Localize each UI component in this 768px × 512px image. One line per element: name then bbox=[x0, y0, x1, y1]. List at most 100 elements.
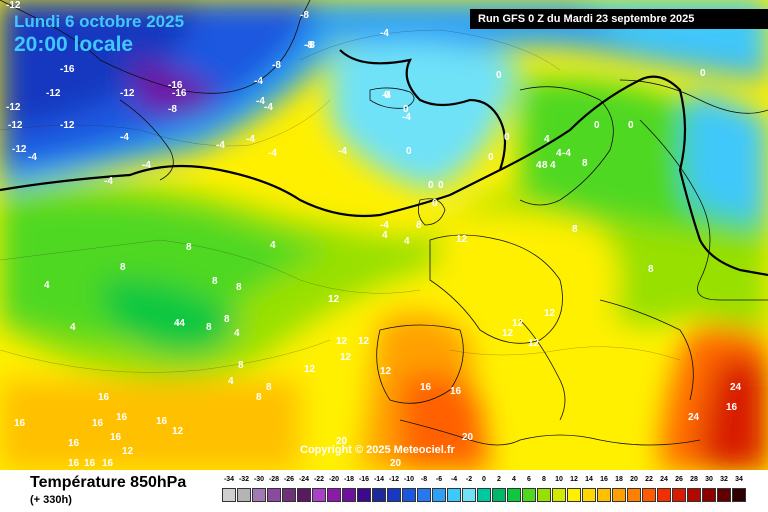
isotherm-label: -8 bbox=[300, 10, 309, 21]
legend-tick: -28 bbox=[268, 476, 280, 483]
isotherm-label: -12 bbox=[8, 120, 23, 131]
isotherm-label: 4 bbox=[556, 148, 562, 159]
isotherm-label: -4 bbox=[104, 176, 113, 187]
legend-swatch bbox=[672, 488, 686, 502]
isotherm-label: 4 bbox=[382, 230, 388, 241]
isotherm-label: 16 bbox=[92, 418, 104, 429]
isotherm-label: -8 bbox=[304, 40, 313, 51]
isotherm-label: -4 bbox=[254, 76, 263, 87]
isotherm-label: 8 bbox=[256, 392, 262, 403]
isotherm-label: -4 bbox=[216, 140, 225, 151]
isotherm-label: -16 bbox=[60, 64, 75, 75]
isotherm-label: 12 bbox=[380, 366, 392, 377]
isotherm-label: 0 bbox=[594, 120, 600, 131]
isotherm-label: 4 bbox=[234, 328, 240, 339]
isotherm-label: 0 bbox=[488, 152, 494, 163]
legend-swatch bbox=[612, 488, 626, 502]
isotherm-label: 4 bbox=[404, 236, 410, 247]
isotherm-label: -8 bbox=[168, 104, 177, 115]
field-hot-iberia bbox=[400, 373, 490, 470]
isotherm-label: 0 bbox=[432, 198, 438, 209]
legend-tick: 2 bbox=[497, 476, 501, 483]
field-purple-greenland bbox=[130, 60, 220, 114]
isotherm-label: -8 bbox=[306, 40, 315, 51]
isotherm-label: -4 bbox=[246, 134, 255, 145]
legend-swatch bbox=[537, 488, 551, 502]
isotherm-label: 12 bbox=[328, 294, 340, 305]
field-green-mid bbox=[0, 197, 330, 343]
isotherm-label: 8 bbox=[266, 382, 272, 393]
isotherm-label: -4 bbox=[562, 148, 571, 159]
isotherm-label: 16 bbox=[450, 386, 462, 397]
forecast-time: 20:00 locale bbox=[14, 33, 134, 56]
legend-swatch bbox=[342, 488, 356, 502]
isotherm-label: 16 bbox=[84, 458, 96, 469]
isotherm-label: -4 bbox=[382, 90, 391, 101]
legend-tick: -18 bbox=[343, 476, 355, 483]
copyright-notice: Copyright © 2025 Meteociel.fr bbox=[300, 444, 455, 456]
legend-swatch bbox=[312, 488, 326, 502]
legend-tick: 26 bbox=[675, 476, 683, 483]
run-info: Run GFS 0 Z du Mardi 23 septembre 2025 bbox=[470, 9, 768, 29]
isotherm-label: 16 bbox=[726, 402, 738, 413]
legend-tick: -20 bbox=[328, 476, 340, 483]
isotherm-label: 4 bbox=[228, 376, 234, 387]
isotherm-label: 4 bbox=[544, 134, 550, 145]
isotherm-label: 20 bbox=[336, 436, 348, 447]
isotherm-label: -4 bbox=[256, 96, 265, 107]
field-green-core bbox=[100, 278, 240, 356]
isotherm-label: 12 bbox=[304, 364, 316, 375]
isotherm-label: 16 bbox=[420, 382, 432, 393]
legend-swatch bbox=[507, 488, 521, 502]
field-coldest bbox=[0, 0, 200, 130]
legend-swatch bbox=[252, 488, 266, 502]
field-hot-east bbox=[700, 356, 768, 470]
isotherm-label: 0 bbox=[438, 180, 444, 191]
isotherm-label: 0 bbox=[428, 180, 434, 191]
legend-swatch bbox=[732, 488, 746, 502]
isotherm-label: -16 bbox=[168, 80, 183, 91]
legend-swatch bbox=[357, 488, 371, 502]
legend-tick: -12 bbox=[388, 476, 400, 483]
legend-tick: -26 bbox=[283, 476, 295, 483]
coast-iceland bbox=[119, 99, 174, 181]
isotherm-zero bbox=[0, 49, 768, 277]
isotherm-label: 12 bbox=[502, 328, 514, 339]
isotherm-label: 4 bbox=[550, 160, 556, 171]
isotherm-label: 12 bbox=[358, 336, 370, 347]
isotherm-label: 12 bbox=[172, 426, 184, 437]
coast-balkans bbox=[599, 299, 694, 401]
legend-tick: 0 bbox=[482, 476, 486, 483]
field-cyan-russia bbox=[685, 90, 768, 220]
isotherm-label: 4 bbox=[70, 322, 76, 333]
legend-swatch bbox=[567, 488, 581, 502]
legend-tick: -30 bbox=[253, 476, 265, 483]
isotherm-label: 8 bbox=[648, 264, 654, 275]
coastlines bbox=[0, 0, 768, 446]
coast-greenland bbox=[0, 0, 311, 94]
isotherm-label: 12 bbox=[340, 352, 352, 363]
legend-tick: 30 bbox=[705, 476, 713, 483]
isotherm-label: -4 bbox=[338, 146, 347, 157]
isotherm-label: 0 bbox=[496, 70, 502, 81]
legend-tick: 28 bbox=[690, 476, 698, 483]
isotherm-label: 0 bbox=[406, 146, 412, 157]
coast-italy bbox=[519, 319, 566, 421]
legend-tick: -8 bbox=[420, 476, 428, 483]
isotherm-label: 16 bbox=[14, 418, 26, 429]
legend-tick: -6 bbox=[435, 476, 443, 483]
legend-swatch bbox=[267, 488, 281, 502]
legend-swatch bbox=[657, 488, 671, 502]
coast-svalbard bbox=[369, 87, 415, 109]
coast-europe bbox=[429, 234, 563, 344]
isotherm-label: 24 bbox=[688, 412, 700, 423]
isotherm-label: 16 bbox=[116, 412, 128, 423]
isotherm-label: -12 bbox=[12, 144, 27, 155]
legend-swatch bbox=[492, 488, 506, 502]
lead-time: (+ 330h) bbox=[30, 494, 72, 506]
isotherm-label: -4 bbox=[142, 160, 151, 171]
isotherm-label: -4 bbox=[268, 148, 277, 159]
legend-tick: 20 bbox=[630, 476, 638, 483]
isotherm-label: 0 bbox=[403, 104, 409, 115]
